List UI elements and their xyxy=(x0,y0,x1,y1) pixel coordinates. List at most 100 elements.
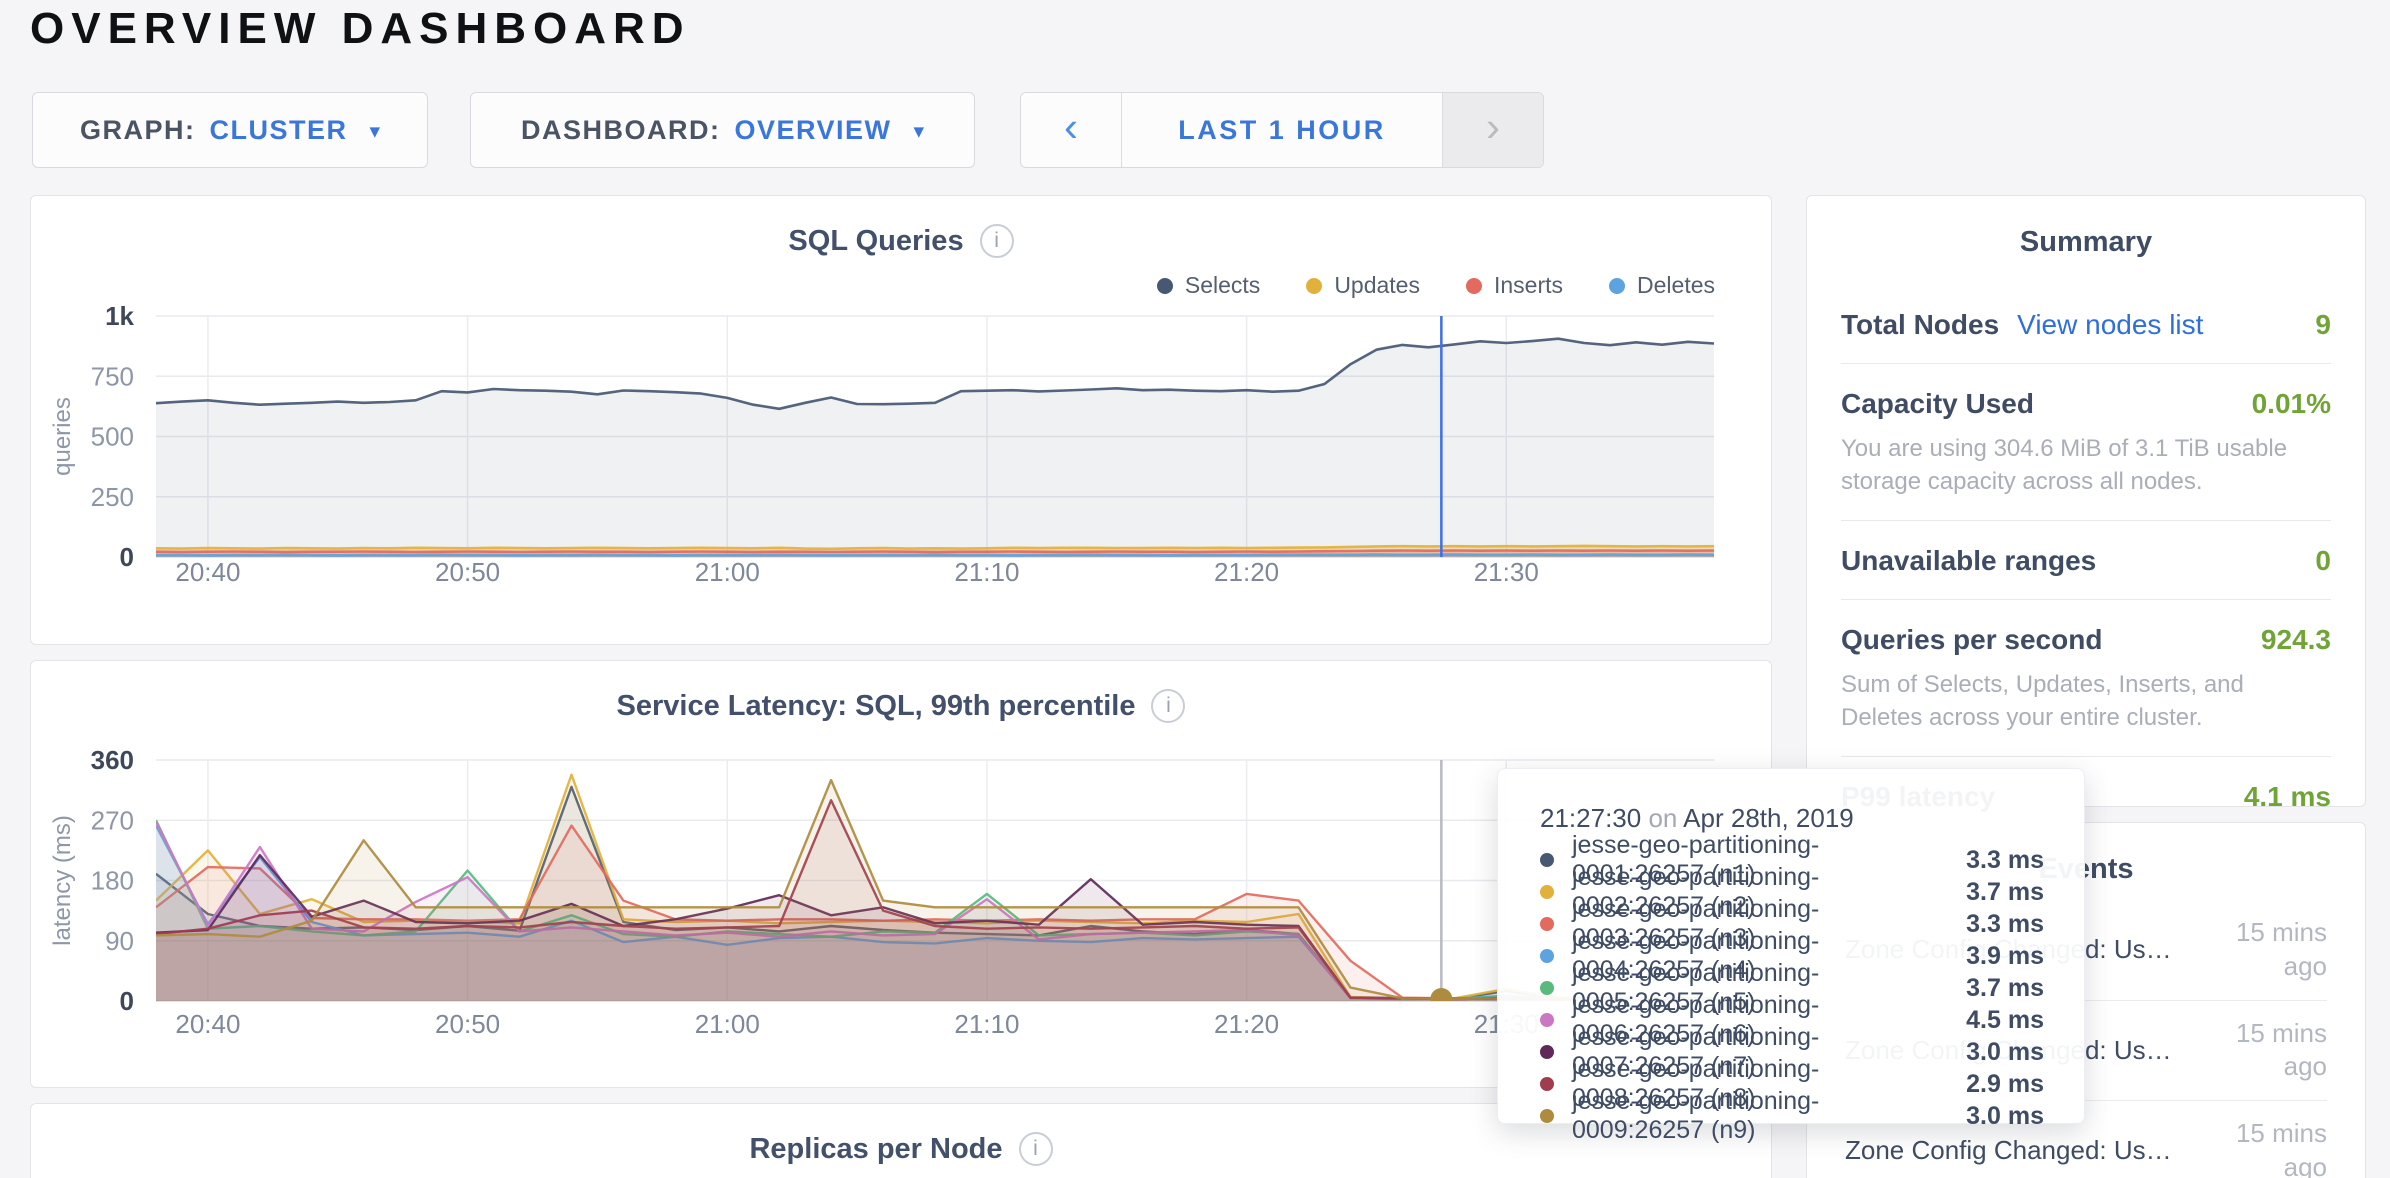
sql-queries-card: 0 250 500 750 1k 20:40 20:50 21:00 21:10 21:20 21:… xyxy=(30,195,1772,645)
svg-text:20:50: 20:50 xyxy=(435,557,500,587)
svg-text:360: 360 xyxy=(91,745,134,775)
summary-panel: Summary Total Nodes View nodes list 9 Ca… xyxy=(1806,195,2366,812)
time-range-value[interactable]: LAST 1 HOUR xyxy=(1178,114,1386,145)
tooltip-node-row: jesse-geo-partitioning-0001:26257 (n1) 3.… xyxy=(1540,831,2044,888)
svg-text:21:00: 21:00 xyxy=(695,557,760,587)
capacity-used-label: Capacity Used xyxy=(1841,388,2034,419)
legend-item-selects: Selects xyxy=(1156,272,1261,299)
svg-text:0: 0 xyxy=(120,986,134,1016)
sql-queries-title: SQL Queries xyxy=(788,224,964,257)
tooltip-node-row: jesse-geo-partitioning-0004:26257 (n4) 3.… xyxy=(1540,927,2044,984)
node-name: jesse-geo-partitioning-0007:26257 (n7) xyxy=(1572,1023,1820,1080)
tooltip-conjunction: on xyxy=(1648,803,1678,833)
svg-text:1k: 1k xyxy=(105,301,134,331)
svg-text:21:10: 21:10 xyxy=(954,1009,1019,1039)
svg-text:21:20: 21:20 xyxy=(1214,1009,1279,1039)
node-series-dot-icon xyxy=(1540,981,1554,995)
graph-dropdown-label: GRAPH: xyxy=(79,114,196,145)
node-series-dot-icon xyxy=(1540,853,1554,867)
legend-item-deletes: Deletes xyxy=(1609,272,1715,299)
events-list: Zone Config Changed: User... 15 mins ago… xyxy=(1845,900,2327,1178)
summary-row-unavailable-ranges: Unavailable ranges 0 xyxy=(1841,520,2331,599)
tooltip-node-row: jesse-geo-partitioning-0002:26257 (n2) 3.… xyxy=(1540,863,2044,920)
qps-description: Sum of Selects, Updates, Inserts, and De… xyxy=(1841,671,2244,732)
info-icon[interactable]: i xyxy=(1018,1132,1053,1166)
service-latency-title: Service Latency: SQL, 99th percentile xyxy=(616,689,1136,722)
legend-label: Selects xyxy=(1184,272,1261,298)
info-icon[interactable]: i xyxy=(979,224,1014,258)
total-nodes-value: 9 xyxy=(2315,309,2331,340)
dashboard-dropdown-value: OVERVIEW xyxy=(734,114,892,145)
node-name: jesse-geo-partitioning-0004:26257 (n4) xyxy=(1572,927,1820,984)
service-latency-card: 0 90 180 270 360 20:40 20:50 21:00 21:10 21:20 21:… xyxy=(30,660,1772,1088)
chevron-down-icon: ▾ xyxy=(369,119,381,143)
svg-text:0: 0 xyxy=(120,542,134,572)
sql-queries-title-row: SQL Queries i xyxy=(31,224,1771,258)
svg-text:250: 250 xyxy=(91,482,134,512)
view-nodes-list-link[interactable]: View nodes list xyxy=(2017,309,2204,340)
node-name: jesse-geo-partitioning-0002:26257 (n2) xyxy=(1572,863,1820,920)
node-latency-value: 3.3 ms xyxy=(1966,845,2044,874)
sql-queries-chart[interactable]: 0 250 500 750 1k 20:40 20:50 21:00 21:10 21:20 21:… xyxy=(31,196,1771,644)
svg-text:21:00: 21:00 xyxy=(695,1009,760,1039)
info-icon[interactable]: i xyxy=(1151,689,1186,723)
node-name: jesse-geo-partitioning-0005:26257 (n5) xyxy=(1572,959,1820,1016)
legend-item-updates: Updates xyxy=(1306,272,1420,299)
event-timestamp: 15 mins ago xyxy=(2235,1118,2327,1178)
list-item[interactable]: Zone Config Changed: User... 15 mins ago xyxy=(1845,900,2327,1000)
list-item[interactable]: Zone Config Changed: User... 15 mins ago xyxy=(1845,1100,2327,1178)
svg-text:21:20: 21:20 xyxy=(1214,557,1279,587)
tooltip-node-row: jesse-geo-partitioning-0009:26257 (n9) 3.… xyxy=(1540,1087,2044,1144)
svg-text:20:40: 20:40 xyxy=(175,557,240,587)
tooltip-time: 21:27:30 xyxy=(1540,803,1642,833)
chevron-right-icon: › xyxy=(1486,103,1500,150)
node-name: jesse-geo-partitioning-0006:26257 (n6) xyxy=(1572,991,1820,1048)
service-latency-chart[interactable]: 0 90 180 270 360 20:40 20:50 21:00 21:10 21:20 21:… xyxy=(31,661,1771,1087)
node-latency-value: 3.7 ms xyxy=(1966,973,2044,1002)
node-series-dot-icon xyxy=(1540,1109,1554,1123)
svg-text:20:50: 20:50 xyxy=(435,1009,500,1039)
tooltip-date: Apr 28th, 2019 xyxy=(1683,803,1854,833)
summary-row-total-nodes: Total Nodes View nodes list 9 xyxy=(1841,285,2331,363)
inserts-dot-icon xyxy=(1465,277,1482,294)
node-series-dot-icon xyxy=(1540,1013,1554,1027)
svg-text:21:30: 21:30 xyxy=(1474,557,1539,587)
unavailable-ranges-value: 0 xyxy=(2315,545,2331,577)
graph-dropdown[interactable]: GRAPH: CLUSTER ▾ xyxy=(32,92,428,168)
tooltip-rows: jesse-geo-partitioning-0001:26257 (n1) 3.… xyxy=(1540,831,2044,1144)
svg-text:750: 750 xyxy=(91,361,134,391)
replicas-per-node-card: Replicas per Node i xyxy=(30,1103,1772,1178)
node-latency-value: 3.0 ms xyxy=(1966,1037,2044,1066)
node-latency-value: 3.7 ms xyxy=(1966,877,2044,906)
page-title: OVERVIEW DASHBOARD xyxy=(30,4,691,53)
graph-dropdown-value: CLUSTER xyxy=(209,114,348,145)
node-name: jesse-geo-partitioning-0009:26257 (n9) xyxy=(1572,1087,1820,1144)
svg-text:20:40: 20:40 xyxy=(175,1009,240,1039)
total-nodes-label: Total Nodes xyxy=(1841,309,2000,340)
capacity-used-value: 0.01% xyxy=(2251,388,2331,419)
svg-text:21:10: 21:10 xyxy=(954,557,1019,587)
list-item[interactable]: Zone Config Changed: User... 15 mins ago xyxy=(1845,999,2327,1101)
time-range-prev-button[interactable]: ‹ xyxy=(1021,93,1122,167)
node-latency-value: 3.0 ms xyxy=(1966,1101,2044,1130)
chart-hover-tooltip: 21:27:30 on Apr 28th, 2019 jesse-geo-par… xyxy=(1497,768,2085,1144)
tooltip-node-row: jesse-geo-partitioning-0008:26257 (n8) 2.… xyxy=(1540,1055,2044,1112)
svg-text:500: 500 xyxy=(91,422,134,452)
selects-dot-icon xyxy=(1156,277,1173,294)
node-latency-value: 2.9 ms xyxy=(1966,1069,2044,1098)
summary-row-qps: Queries per second 924.3 Sum of Selects,… xyxy=(1841,599,2331,756)
chevron-left-icon: ‹ xyxy=(1064,103,1078,150)
tooltip-node-row: jesse-geo-partitioning-0003:26257 (n3) 3.… xyxy=(1540,895,2044,952)
legend-item-inserts: Inserts xyxy=(1465,272,1563,299)
qps-value: 924.3 xyxy=(2260,624,2331,656)
tooltip-timestamp: 21:27:30 on Apr 28th, 2019 xyxy=(1540,803,2044,834)
updates-dot-icon xyxy=(1306,277,1323,294)
node-name: jesse-geo-partitioning-0003:26257 (n3) xyxy=(1572,895,1820,952)
dashboard-dropdown[interactable]: DASHBOARD: OVERVIEW ▾ xyxy=(470,92,975,168)
time-range-next-button[interactable]: › xyxy=(1442,93,1543,167)
tooltip-node-row: jesse-geo-partitioning-0006:26257 (n6) 4.… xyxy=(1540,991,2044,1048)
svg-text:queries: queries xyxy=(49,397,76,476)
svg-text:90: 90 xyxy=(105,926,134,956)
node-latency-value: 4.5 ms xyxy=(1966,1005,2044,1034)
svg-text:180: 180 xyxy=(91,866,134,896)
